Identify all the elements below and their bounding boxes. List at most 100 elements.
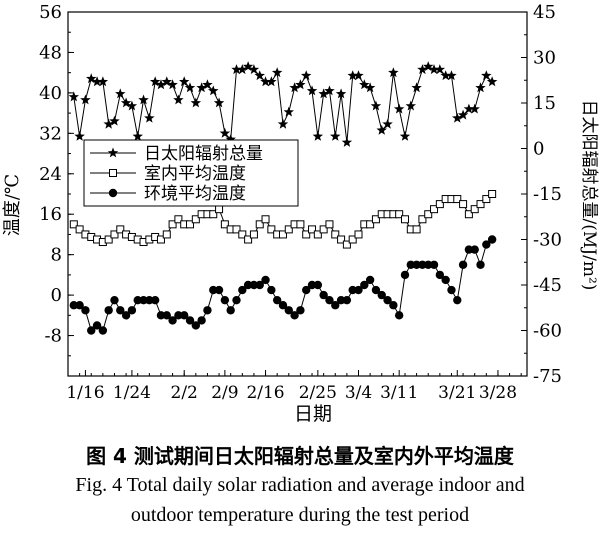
data-point [104, 306, 113, 315]
legend-label: 日太阳辐射总量 [144, 144, 263, 164]
data-point [255, 280, 264, 290]
data-point [98, 326, 108, 335]
data-point [399, 130, 411, 141]
data-point [347, 70, 358, 81]
data-point [434, 64, 446, 75]
figure-caption-english-line1: Fig. 4 Total daily solar radiation and a… [75, 474, 525, 496]
y-left-tick-label: 8 [51, 245, 62, 266]
data-point [69, 220, 78, 229]
data-point [482, 240, 491, 249]
data-point [331, 230, 340, 239]
data-point [139, 295, 148, 305]
data-point [254, 70, 265, 81]
data-point [284, 225, 293, 234]
data-point [208, 85, 219, 96]
data-point [174, 215, 183, 224]
x-tick-label: 2/2 [171, 383, 198, 403]
data-point [440, 70, 451, 81]
data-point [179, 76, 190, 87]
y-right-tick-label: 15 [533, 93, 556, 114]
legend-marker [107, 147, 119, 158]
y-left-tick-label: 56 [39, 2, 62, 23]
data-point [296, 220, 305, 229]
data-point [110, 230, 119, 239]
data-point [284, 306, 293, 315]
legend-label: 环境平均温度 [144, 184, 246, 204]
data-point [486, 76, 498, 87]
data-point [452, 112, 463, 123]
data-point [302, 230, 311, 239]
data-point [470, 205, 479, 214]
y-left-tick-label: 0 [51, 285, 62, 306]
data-point [453, 195, 462, 204]
data-point [388, 67, 399, 78]
data-point [289, 82, 300, 93]
y-left-tick-label: 16 [39, 204, 62, 225]
data-point [423, 61, 434, 71]
legend-label: 室内平均温度 [144, 164, 246, 184]
data-point [325, 295, 334, 305]
x-tick-label: 2/25 [299, 383, 337, 403]
data-point [145, 295, 154, 305]
data-point [209, 285, 218, 295]
data-point [424, 210, 433, 219]
data-point [243, 280, 253, 290]
y-right-tick-label: -15 [533, 184, 562, 205]
data-point [238, 285, 247, 295]
data-point [74, 130, 85, 141]
data-point [394, 311, 404, 320]
data-point [232, 225, 241, 234]
data-point [167, 79, 178, 90]
data-point [360, 280, 369, 290]
data-point [202, 79, 213, 90]
data-point [278, 301, 288, 310]
x-tick-label: 2/9 [211, 383, 238, 403]
data-point [197, 316, 206, 325]
data-point [341, 136, 353, 147]
data-point [488, 190, 497, 198]
data-point [231, 64, 242, 75]
x-tick-label: 3/11 [380, 383, 418, 403]
data-point [149, 76, 161, 87]
data-point [342, 240, 351, 249]
data-point [330, 130, 341, 141]
legend-marker [108, 188, 118, 198]
data-point [376, 124, 387, 135]
data-point [481, 70, 492, 81]
y-left-tick-label: 32 [39, 123, 62, 144]
data-point [249, 230, 258, 239]
data-point [476, 260, 485, 269]
data-point [429, 260, 439, 269]
data-point [232, 295, 241, 305]
data-point [133, 295, 142, 305]
data-point [155, 79, 167, 90]
data-point [144, 112, 155, 123]
data-point [435, 200, 444, 209]
data-point [283, 106, 294, 117]
figure-caption-english-line2: outdoor temperature during the test peri… [130, 504, 470, 526]
data-point [97, 76, 109, 87]
data-point [406, 260, 415, 269]
data-point [296, 306, 305, 315]
y-right-tick-label: 0 [533, 139, 544, 160]
data-point [219, 127, 231, 138]
data-point [91, 76, 103, 87]
data-point [138, 94, 149, 105]
data-point [337, 235, 346, 244]
x-tick-label: 3/4 [345, 383, 372, 403]
data-point [168, 220, 177, 229]
data-point [475, 82, 486, 93]
data-point [370, 100, 382, 111]
data-point [150, 295, 160, 305]
data-point [458, 260, 468, 269]
data-point [354, 285, 363, 295]
data-point [162, 311, 171, 320]
data-point [482, 195, 491, 204]
data-point [464, 245, 474, 254]
data-point [354, 230, 363, 239]
data-point [335, 88, 347, 99]
data-point [162, 230, 171, 239]
data-point [302, 285, 311, 295]
data-point [116, 225, 125, 234]
